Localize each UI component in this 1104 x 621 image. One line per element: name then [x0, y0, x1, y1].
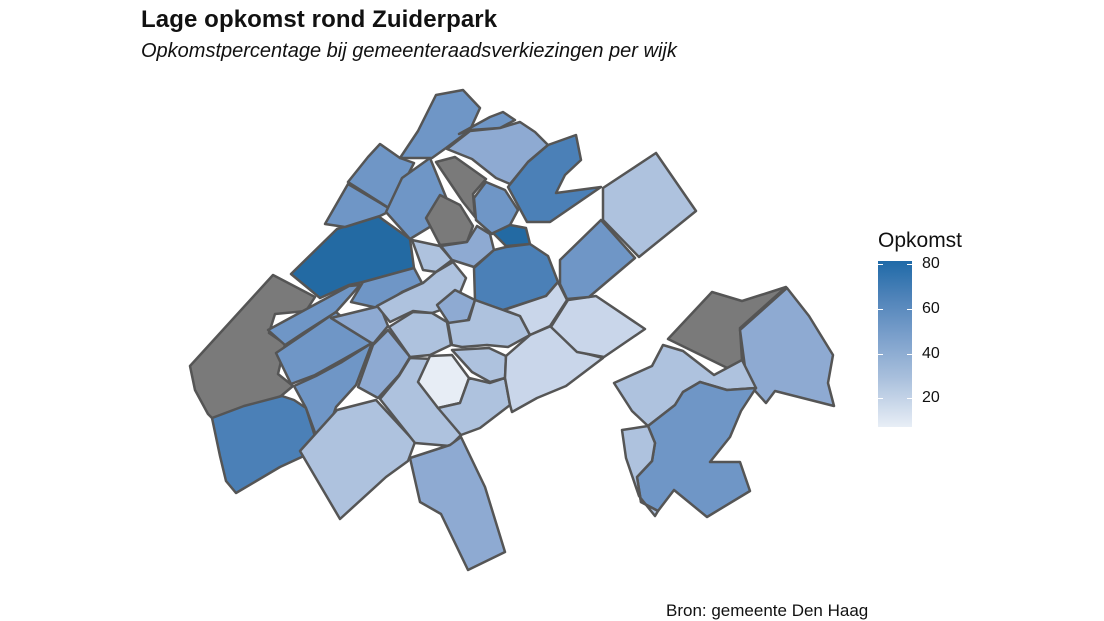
district-43 [620, 424, 660, 518]
district-22 [472, 180, 520, 236]
district-36 [549, 294, 647, 359]
district-40 [738, 286, 836, 408]
district-23 [491, 223, 532, 248]
legend-label-20: 20 [922, 389, 940, 406]
district-13 [408, 435, 507, 572]
district-16 [398, 88, 482, 160]
legend-label-60: 60 [922, 300, 940, 317]
chart-subtitle: Opkomstpercentage bij gemeenteraadsverki… [141, 40, 677, 62]
district-37 [558, 218, 637, 301]
legend-tick-60 [878, 309, 883, 310]
chart-title: Lage opkomst rond Zuiderpark [141, 6, 498, 33]
legend-color-bar [878, 261, 912, 427]
legend-tick-80-right [907, 264, 912, 265]
legend-tick-20-right [907, 398, 912, 399]
district-8 [329, 304, 390, 346]
district-10 [298, 398, 417, 521]
district-35 [503, 324, 605, 414]
legend-tick-40 [878, 354, 883, 355]
legend-tick-60-right [907, 309, 912, 310]
district-38 [601, 151, 698, 259]
legend-label-80: 80 [922, 255, 940, 272]
district-25 [439, 224, 496, 269]
legend-title: Opkomst [878, 229, 963, 252]
legend-tick-20 [878, 398, 883, 399]
legend-tick-80 [878, 264, 883, 265]
legend-label-40: 40 [922, 345, 940, 362]
legend-tick-40-right [907, 354, 912, 355]
district-9 [292, 341, 374, 451]
district-21 [506, 133, 603, 224]
source-note: Bron: gemeente Den Haag [666, 601, 869, 620]
